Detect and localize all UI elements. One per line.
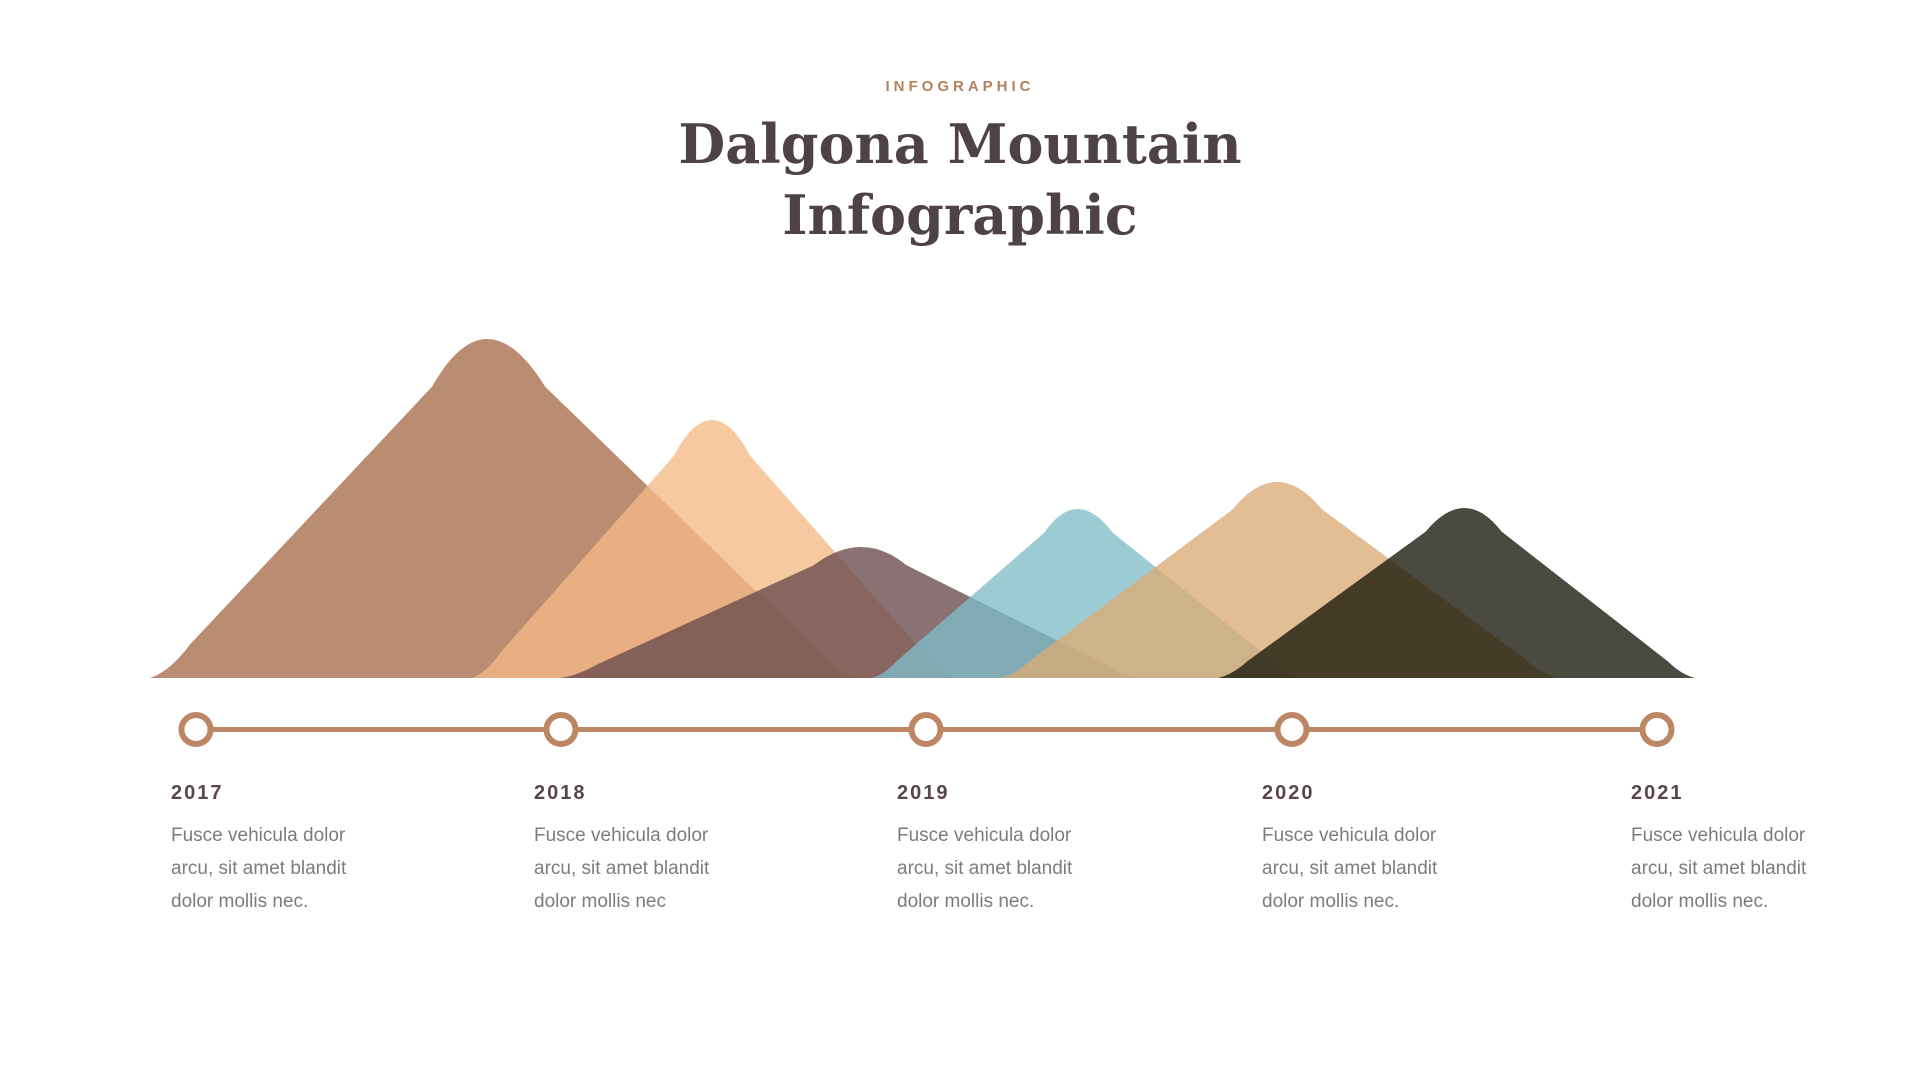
eyebrow-label: INFOGRAPHIC [885,78,1035,95]
milestone-2017: 2017 Fusce vehicula dolor arcu, sit amet… [171,782,381,918]
milestone-year: 2020 [1262,782,1315,804]
milestone-2018: 2018 Fusce vehicula dolor arcu, sit amet… [534,782,744,918]
milestone-2019: 2019 Fusce vehicula dolor arcu, sit amet… [897,782,1107,918]
page-title: Dalgona Mountain Infographic [678,112,1242,247]
timeline-node-2020 [1274,712,1310,747]
timeline-node-2019 [908,712,944,747]
milestone-2021: 2021 Fusce vehicula dolor arcu, sit amet… [1631,782,1841,918]
timeline-node-2021 [1639,712,1675,747]
milestone-description: Fusce vehicula dolor arcu, sit amet blan… [897,825,1073,912]
milestone-year: 2019 [897,782,950,804]
milestone-year: 2017 [171,782,224,804]
timeline-node-2017 [178,712,214,747]
mountain-6 [1218,508,1695,678]
milestone-description: Fusce vehicula dolor arcu, sit amet blan… [171,825,347,912]
milestone-2020: 2020 Fusce vehicula dolor arcu, sit amet… [1262,782,1472,918]
timeline-node-2018 [543,712,579,747]
milestone-description: Fusce vehicula dolor arcu, sit amet blan… [1262,825,1438,912]
milestone-year: 2018 [534,782,587,804]
milestone-description: Fusce vehicula dolor arcu, sit amet blan… [1631,825,1807,912]
milestone-year: 2021 [1631,782,1684,804]
header: INFOGRAPHIC Dalgona Mountain Infographic [0,78,1920,251]
milestone-description: Fusce vehicula dolor arcu, sit amet blan… [534,825,710,912]
